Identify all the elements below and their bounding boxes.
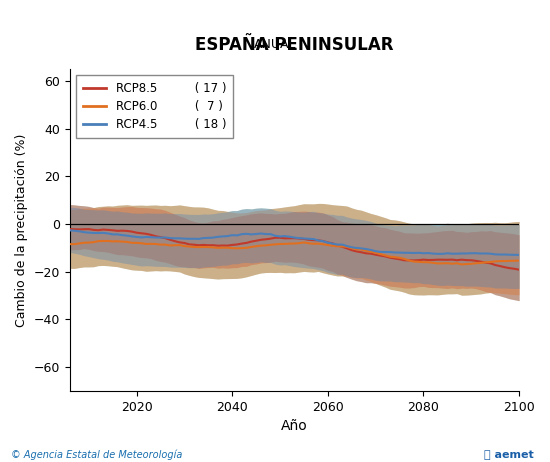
Text: ⓘ aemet: ⓘ aemet [484, 450, 534, 460]
Text: ANUAL: ANUAL [254, 38, 296, 51]
X-axis label: Año: Año [281, 419, 308, 433]
Title: ESPAÑA PENINSULAR: ESPAÑA PENINSULAR [195, 36, 394, 54]
Y-axis label: Cambio de la precipitación (%): Cambio de la precipitación (%) [15, 134, 28, 327]
Legend: RCP8.5          ( 17 ), RCP6.0          (  7 ), RCP4.5          ( 18 ): RCP8.5 ( 17 ), RCP6.0 ( 7 ), RCP4.5 ( 18… [75, 75, 233, 138]
Text: © Agencia Estatal de Meteorología: © Agencia Estatal de Meteorología [11, 449, 183, 460]
